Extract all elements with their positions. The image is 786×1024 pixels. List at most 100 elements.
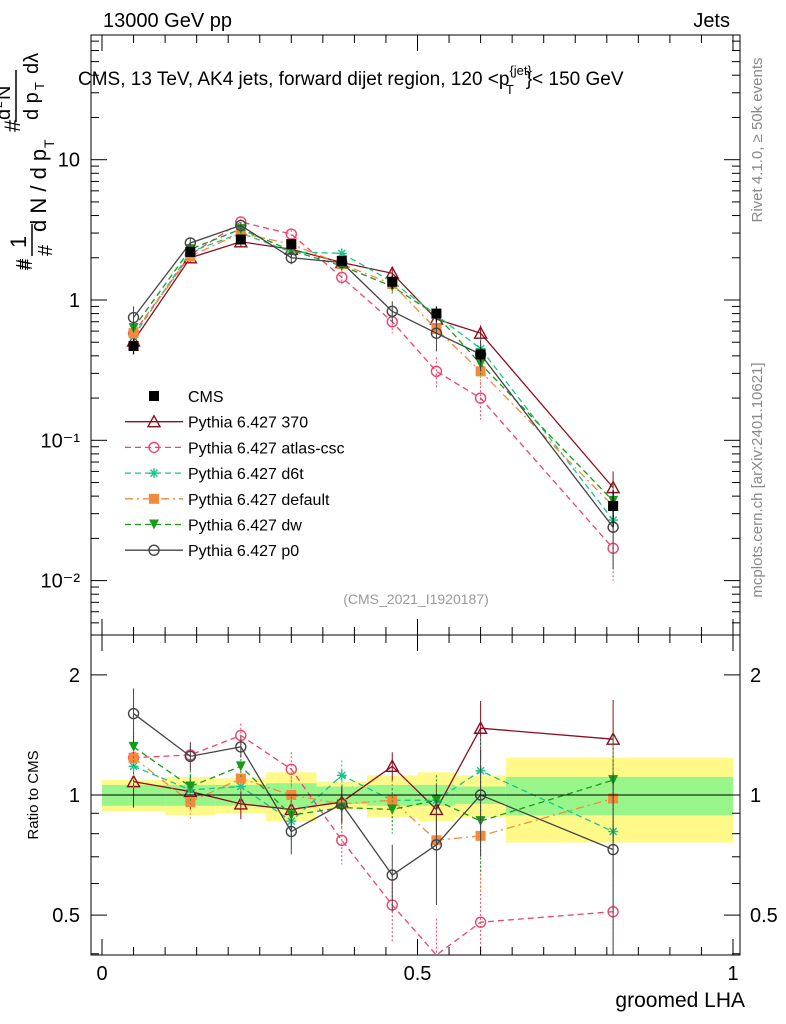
ratio-point <box>185 797 196 808</box>
data-point <box>430 327 443 339</box>
legend-marker <box>149 493 159 504</box>
legend-label: Pythia 6.427 dw <box>188 518 302 535</box>
data-point <box>608 501 619 512</box>
legend-label: Pythia 6.427 default <box>188 492 330 509</box>
main-y-axis-label: # 1 # # d N / d p T # d 2 N d p T dλ <box>0 53 57 270</box>
data-point <box>386 305 398 318</box>
ratio-point <box>386 869 398 881</box>
legend-entry: Pythia 6.427 d6t <box>125 466 304 483</box>
data-point <box>285 228 297 240</box>
ratio-point <box>430 839 443 851</box>
ratio-y-tick-label: 0.5 <box>52 905 80 927</box>
ratio-point <box>233 796 248 810</box>
x-axis-label: groomed LHA <box>615 989 745 1012</box>
legend-entry: Pythia 6.427 370 <box>125 414 308 432</box>
data-point <box>235 219 247 232</box>
ratio-point <box>285 763 297 775</box>
data-point <box>128 341 139 352</box>
ratio-point <box>128 741 139 752</box>
data-point <box>235 234 246 245</box>
data-point <box>431 308 442 319</box>
legend-label: Pythia 6.427 p0 <box>188 543 299 560</box>
data-point <box>127 311 140 324</box>
svg-text:T: T <box>32 82 47 90</box>
ratio-point <box>235 761 246 772</box>
legend-label: Pythia 6.427 atlas-csc <box>188 440 345 457</box>
ratio-y-tick-label-right: 0.5 <box>750 905 778 927</box>
svg-text:2: 2 <box>0 101 5 108</box>
legend-marker <box>148 441 160 454</box>
ratio-y-tick-label-right: 1 <box>750 785 761 807</box>
ratio-y-tick-label: 2 <box>69 665 80 687</box>
legend-entry: Pythia 6.427 dw <box>125 518 302 535</box>
ratio-point <box>235 773 246 784</box>
ratio-plot-area <box>126 688 621 956</box>
ratio-point <box>336 770 347 781</box>
svg-text:N: N <box>0 86 15 100</box>
ratio-point <box>127 707 140 720</box>
main-series-layer <box>126 216 621 581</box>
data-point <box>185 246 196 257</box>
data-point <box>475 349 486 360</box>
ratio-y-axis-label: Ratio to CMS <box>25 750 42 839</box>
legend-entry: CMS <box>149 389 224 406</box>
data-point <box>474 392 487 404</box>
ratio-point <box>385 758 400 773</box>
legend-entry: Pythia 6.427 p0 <box>125 543 299 560</box>
svg-text:#: # <box>0 119 25 132</box>
header-category-label: Jets <box>693 10 730 32</box>
svg-text:d p: d p <box>21 92 43 120</box>
x-tick-label: 0.5 <box>404 963 432 985</box>
legend-marker <box>146 414 162 428</box>
data-point <box>430 365 443 378</box>
data-point <box>473 325 488 339</box>
plot-title: CMS, 13 TeV, AK4 jets, forward dijet reg… <box>78 63 624 97</box>
ratio-point <box>285 825 297 838</box>
legend-entry: Pythia 6.427 atlas-csc <box>125 440 345 457</box>
ratio-band-inner <box>505 776 733 816</box>
data-point <box>286 239 297 250</box>
data-point <box>336 255 347 266</box>
data-point <box>336 271 348 284</box>
y-tick-label: 10⁻² <box>41 571 81 593</box>
y-tick-label: 1 <box>69 290 80 312</box>
legend-label: Pythia 6.427 370 <box>188 415 308 432</box>
legend: CMS Pythia 6.427 370 Pythia 6.427 atlas-cs… <box>125 389 345 560</box>
data-point <box>128 328 139 339</box>
ratio-point <box>336 834 348 846</box>
data-point <box>285 252 297 264</box>
legend-marker <box>149 391 159 401</box>
ratio-line <box>133 734 614 956</box>
ratio-y-tick-label-right: 2 <box>750 665 761 687</box>
svg-text:1: 1 <box>6 236 31 248</box>
svg-text:#: # <box>13 258 35 270</box>
axes-ticks: 10⁻² 10⁻¹ 1 10 0 0.5 1 0.5 0.5 1 1 2 2 <box>41 35 778 985</box>
svg-text:d N / d p: d N / d p <box>26 149 51 232</box>
legend-marker <box>149 468 159 479</box>
legend-label: CMS <box>188 389 224 406</box>
rivet-version-label: Rivet 4.1.0, ≥ 50k events <box>749 58 766 223</box>
x-tick-label: 0 <box>96 963 107 985</box>
svg-text:T: T <box>41 139 57 148</box>
ratio-point <box>387 804 398 815</box>
series-cms-data <box>128 234 619 528</box>
mcplots-reference-label: mcplots.cern.ch [arXiv:2401.10621] <box>749 362 766 597</box>
ratio-point <box>185 781 196 792</box>
legend-entry: Pythia 6.427 default <box>125 492 330 509</box>
ratio-point <box>184 750 197 763</box>
svg-text:#: # <box>15 258 37 270</box>
ratio-point <box>336 798 348 810</box>
legend-label: Pythia 6.427 d6t <box>188 466 304 483</box>
ratio-point <box>474 916 487 928</box>
legend-marker <box>148 544 160 556</box>
x-tick-label: 1 <box>727 963 738 985</box>
svg-text:#: # <box>35 244 57 256</box>
ratio-series-pythia-6.427-p0 <box>127 688 619 955</box>
ratio-y-tick-label: 1 <box>69 785 80 807</box>
legend-marker <box>149 519 159 530</box>
analysis-id-label: (CMS_2021_I1920187) <box>343 591 489 607</box>
series-line <box>133 232 614 507</box>
header-energy-label: 13000 GeV pp <box>103 10 232 32</box>
data-point <box>387 276 398 287</box>
